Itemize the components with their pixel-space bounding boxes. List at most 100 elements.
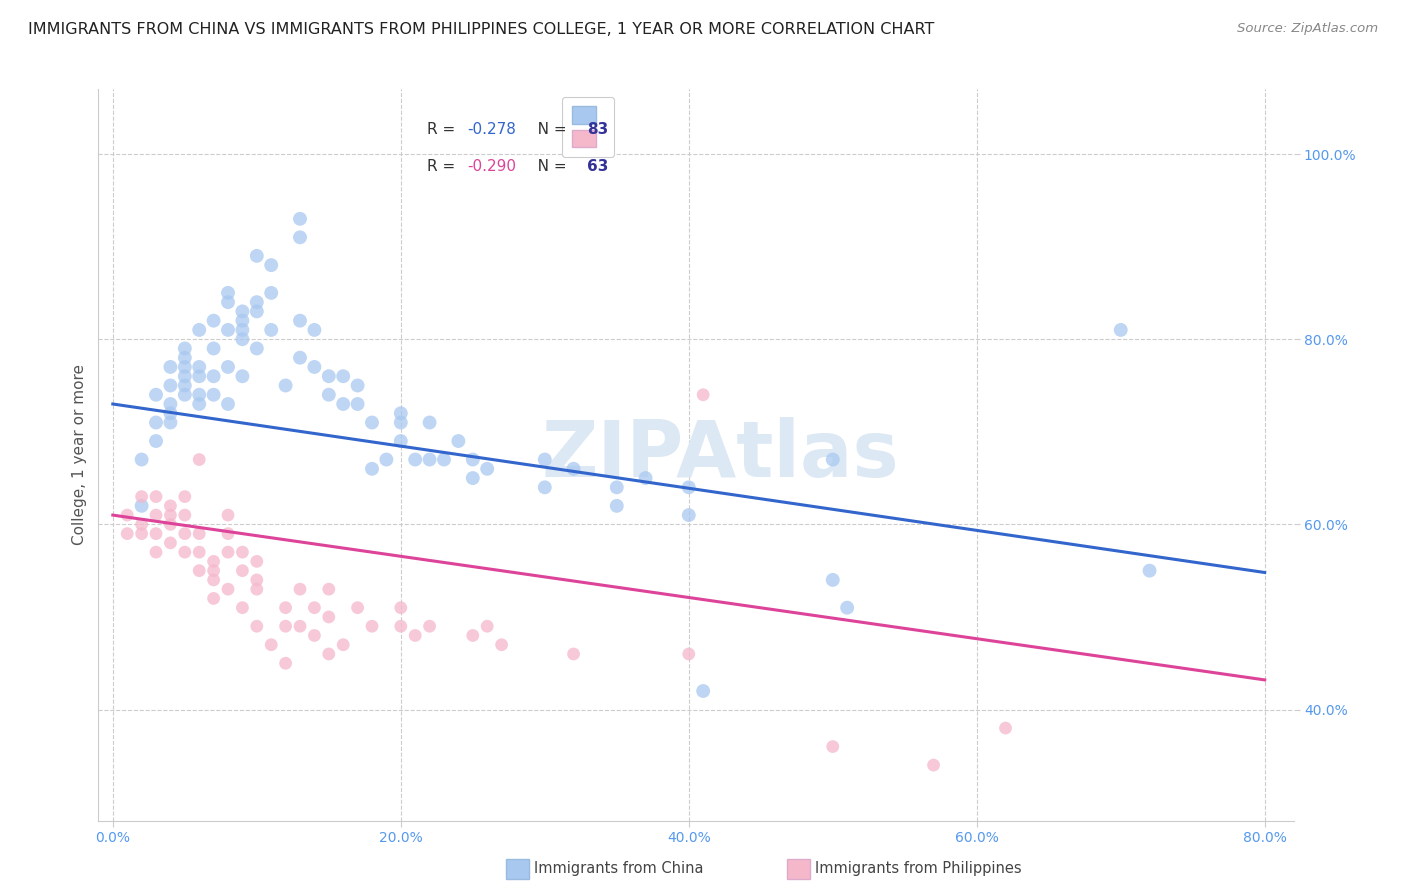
- Point: [260, 638, 283, 652]
- Point: [188, 388, 211, 402]
- Point: [346, 600, 368, 615]
- Point: [375, 452, 398, 467]
- Point: [173, 359, 195, 374]
- Point: [433, 452, 456, 467]
- Point: [217, 545, 239, 559]
- Text: -0.278: -0.278: [468, 122, 516, 137]
- Point: [131, 517, 153, 532]
- Point: [159, 499, 181, 513]
- Point: [188, 397, 211, 411]
- Point: [477, 462, 499, 476]
- Point: [288, 313, 311, 327]
- Point: [202, 591, 225, 606]
- Point: [173, 342, 195, 356]
- Point: [145, 508, 167, 522]
- Point: [202, 342, 225, 356]
- Point: [217, 582, 239, 597]
- Point: [173, 490, 195, 504]
- Point: [173, 545, 195, 559]
- Point: [145, 388, 167, 402]
- Point: [202, 369, 225, 384]
- Point: [159, 397, 181, 411]
- Point: [231, 332, 253, 346]
- Point: [145, 545, 167, 559]
- Text: Source: ZipAtlas.com: Source: ZipAtlas.com: [1237, 22, 1378, 36]
- Point: [188, 545, 211, 559]
- Point: [202, 388, 225, 402]
- Text: N =: N =: [523, 159, 571, 174]
- Text: ZIPAtlas: ZIPAtlas: [541, 417, 898, 493]
- Point: [159, 508, 181, 522]
- Text: 63: 63: [588, 159, 609, 174]
- Point: [131, 499, 153, 513]
- Point: [188, 526, 211, 541]
- Point: [159, 536, 181, 550]
- Point: [188, 369, 211, 384]
- Text: IMMIGRANTS FROM CHINA VS IMMIGRANTS FROM PHILIPPINES COLLEGE, 1 YEAR OR MORE COR: IMMIGRANTS FROM CHINA VS IMMIGRANTS FROM…: [28, 22, 935, 37]
- Point: [361, 416, 384, 430]
- Point: [318, 582, 340, 597]
- Point: [159, 359, 181, 374]
- Point: [332, 638, 354, 652]
- Point: [231, 545, 253, 559]
- Point: [491, 638, 513, 652]
- Point: [173, 378, 195, 392]
- Point: [115, 508, 138, 522]
- Point: [678, 508, 700, 522]
- Point: [288, 211, 311, 226]
- Point: [419, 619, 441, 633]
- Point: [288, 619, 311, 633]
- Point: [217, 397, 239, 411]
- Point: [159, 378, 181, 392]
- Point: [246, 342, 269, 356]
- Point: [202, 573, 225, 587]
- Point: [389, 619, 412, 633]
- Point: [131, 452, 153, 467]
- Point: [821, 739, 844, 754]
- Text: R =: R =: [427, 159, 460, 174]
- Y-axis label: College, 1 year or more: College, 1 year or more: [72, 365, 87, 545]
- Point: [173, 526, 195, 541]
- Point: [246, 249, 269, 263]
- Point: [692, 684, 714, 698]
- Point: [173, 369, 195, 384]
- Point: [246, 295, 269, 310]
- Text: -0.290: -0.290: [468, 159, 517, 174]
- Point: [202, 554, 225, 568]
- Point: [145, 526, 167, 541]
- Point: [419, 452, 441, 467]
- Point: [533, 452, 555, 467]
- Point: [246, 582, 269, 597]
- Point: [231, 600, 253, 615]
- Text: 83: 83: [588, 122, 609, 137]
- Point: [389, 416, 412, 430]
- Point: [332, 397, 354, 411]
- Text: R =: R =: [427, 122, 460, 137]
- Point: [173, 508, 195, 522]
- Point: [288, 230, 311, 244]
- Point: [533, 480, 555, 494]
- Point: [404, 452, 426, 467]
- Point: [274, 378, 297, 392]
- Point: [246, 554, 269, 568]
- Point: [304, 323, 326, 337]
- Point: [115, 526, 138, 541]
- Point: [145, 490, 167, 504]
- Point: [231, 304, 253, 318]
- Point: [260, 285, 283, 300]
- Point: [217, 295, 239, 310]
- Point: [274, 619, 297, 633]
- Point: [922, 758, 945, 772]
- Point: [288, 351, 311, 365]
- Point: [318, 610, 340, 624]
- Point: [217, 359, 239, 374]
- Point: [159, 406, 181, 420]
- Point: [231, 369, 253, 384]
- Point: [131, 490, 153, 504]
- Point: [145, 434, 167, 448]
- Point: [304, 628, 326, 642]
- Point: [994, 721, 1017, 735]
- Point: [821, 573, 844, 587]
- Point: [318, 369, 340, 384]
- Point: [274, 600, 297, 615]
